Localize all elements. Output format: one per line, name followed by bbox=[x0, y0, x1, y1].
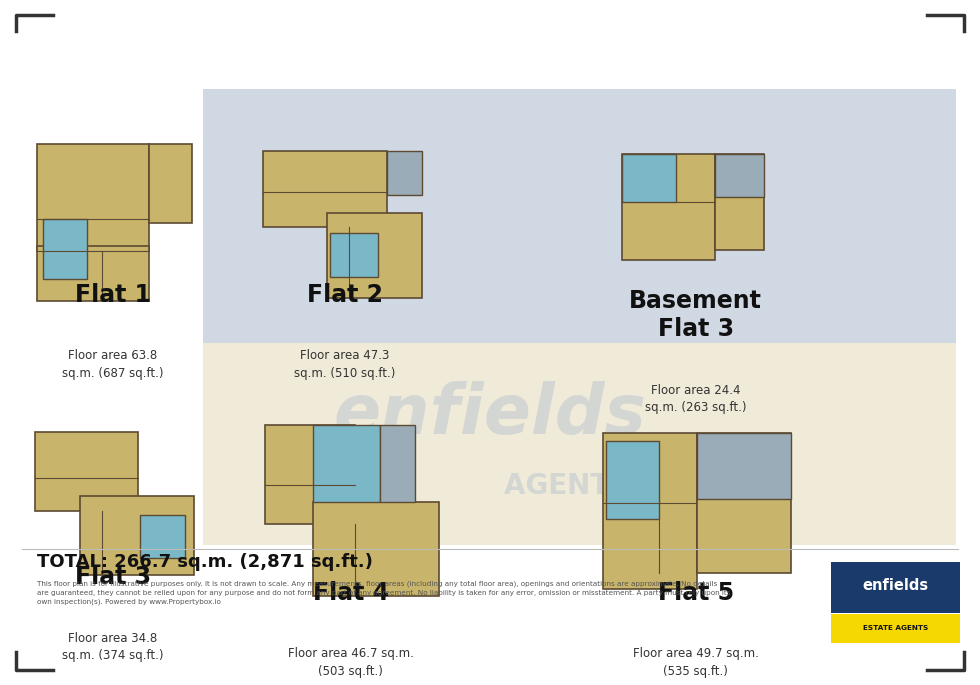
Text: Floor area 46.7 sq.m.
(503 sq.ft.): Floor area 46.7 sq.m. (503 sq.ft.) bbox=[288, 647, 414, 678]
Text: This floor plan is for illustrative purposes only. It is not drawn to scale. Any: This floor plan is for illustrative purp… bbox=[37, 581, 731, 605]
Text: enfields: enfields bbox=[862, 578, 929, 593]
Bar bbox=[326, 212, 422, 298]
Bar bbox=[314, 501, 439, 596]
Bar bbox=[387, 151, 422, 195]
Text: Basement
Flat 3: Basement Flat 3 bbox=[629, 289, 762, 341]
Bar bbox=[79, 496, 194, 575]
Bar bbox=[697, 433, 791, 499]
Bar bbox=[265, 425, 356, 524]
Text: Floor area 24.4
sq.m. (263 sq.ft.): Floor area 24.4 sq.m. (263 sq.ft.) bbox=[645, 384, 747, 414]
Text: Flat 5: Flat 5 bbox=[658, 581, 734, 605]
Bar bbox=[697, 433, 791, 573]
Text: Flat 2: Flat 2 bbox=[307, 283, 383, 307]
Text: EST          AGENTS: EST AGENTS bbox=[351, 473, 629, 500]
Bar bbox=[622, 154, 714, 260]
Bar bbox=[203, 89, 956, 545]
Bar bbox=[714, 154, 764, 197]
Text: Flat 3: Flat 3 bbox=[74, 565, 151, 589]
Bar bbox=[714, 154, 764, 250]
Text: ESTATE AGENTS: ESTATE AGENTS bbox=[863, 625, 928, 632]
Text: TOTAL: 266.7 sq.m. (2,871 sq.ft.): TOTAL: 266.7 sq.m. (2,871 sq.ft.) bbox=[37, 553, 373, 571]
Bar bbox=[329, 233, 377, 277]
Bar bbox=[37, 144, 149, 251]
Bar bbox=[149, 144, 192, 223]
Bar bbox=[622, 154, 676, 202]
Text: Flat 1: Flat 1 bbox=[74, 283, 151, 307]
Bar bbox=[603, 433, 697, 589]
Bar bbox=[314, 425, 379, 501]
Text: Floor area 47.3
sq.m. (510 sq.ft.): Floor area 47.3 sq.m. (510 sq.ft.) bbox=[294, 349, 396, 380]
Text: Floor area 63.8
sq.m. (687 sq.ft.): Floor area 63.8 sq.m. (687 sq.ft.) bbox=[62, 349, 164, 380]
Bar bbox=[43, 219, 87, 279]
Text: Flat 4: Flat 4 bbox=[313, 581, 389, 605]
Text: enfields: enfields bbox=[333, 381, 647, 448]
Bar bbox=[37, 246, 149, 301]
Bar bbox=[203, 342, 956, 545]
Bar bbox=[35, 432, 138, 511]
Bar bbox=[263, 151, 387, 227]
Bar bbox=[379, 425, 415, 501]
Bar bbox=[831, 614, 960, 643]
Bar bbox=[831, 562, 960, 614]
Bar bbox=[140, 515, 184, 558]
Bar bbox=[607, 440, 660, 519]
Text: Floor area 49.7 sq.m.
(535 sq.ft.): Floor area 49.7 sq.m. (535 sq.ft.) bbox=[633, 647, 759, 678]
Text: Floor area 34.8
sq.m. (374 sq.ft.): Floor area 34.8 sq.m. (374 sq.ft.) bbox=[62, 632, 164, 662]
